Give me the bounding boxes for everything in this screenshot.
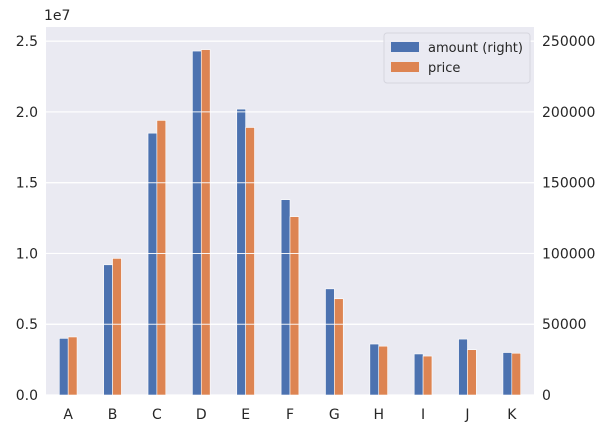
bar-price-E — [245, 127, 255, 396]
legend-box — [383, 32, 531, 84]
bar-price-I — [422, 355, 433, 396]
right-tick-label: 150000 — [542, 176, 595, 192]
x-tick-label: A — [63, 407, 73, 423]
bar-amount-B — [103, 264, 113, 396]
bar-price-J — [467, 349, 477, 396]
right-tick-label: 100000 — [542, 246, 595, 262]
bar-price-K — [511, 352, 521, 396]
left-axis-offset-label: 1e7 — [44, 8, 70, 24]
bar-amount-I — [413, 353, 424, 396]
right-tick-label: 50000 — [542, 317, 587, 333]
bar-price-G — [334, 298, 344, 396]
x-axis: A B C D E F G H I J K — [63, 407, 517, 423]
left-tick-label: 2.0 — [16, 105, 38, 121]
right-tick-label: 0 — [542, 388, 551, 404]
left-axis: 0.0 0.5 1.0 1.5 2.0 2.5 — [16, 34, 38, 404]
legend-label: price — [428, 61, 460, 76]
left-tick-label: 1.0 — [16, 246, 38, 262]
left-tick-label: 1.5 — [16, 176, 38, 192]
left-tick-label: 2.5 — [16, 34, 38, 50]
legend-swatch — [391, 42, 419, 52]
bar-amount-F — [280, 199, 291, 396]
bar-amount-A — [59, 338, 69, 396]
bar-price-F — [289, 216, 300, 396]
bar-amount-J — [458, 338, 468, 396]
bar-price-B — [112, 258, 122, 396]
legend-label: amount (right) — [428, 41, 523, 56]
x-tick-label: C — [152, 407, 162, 423]
x-tick-label: D — [196, 407, 207, 423]
bar-amount-K — [502, 352, 513, 396]
bar-amount-C — [147, 132, 158, 396]
bar-price-C — [156, 120, 167, 396]
x-tick-label: F — [286, 407, 294, 423]
x-tick-label: E — [241, 407, 250, 423]
x-tick-label: K — [507, 407, 517, 423]
x-tick-label: H — [373, 407, 384, 423]
x-tick-label: B — [108, 407, 118, 423]
x-tick-label: J — [464, 407, 469, 423]
right-tick-label: 200000 — [542, 105, 595, 121]
x-tick-label: I — [421, 407, 425, 423]
bar-price-H — [378, 345, 388, 396]
bar-amount-H — [369, 343, 380, 396]
bar-amount-D — [192, 50, 202, 396]
right-tick-label: 250000 — [542, 34, 595, 50]
left-tick-label: 0.0 — [16, 388, 38, 404]
bar-price-A — [67, 336, 78, 396]
bar-amount-E — [236, 108, 246, 396]
legend: amount (right) price — [383, 32, 531, 84]
right-axis: 0 50000 100000 150000 200000 250000 — [542, 34, 595, 404]
legend-swatch — [391, 62, 419, 72]
bar-price-D — [200, 49, 211, 396]
x-tick-label: G — [329, 407, 340, 423]
left-tick-label: 0.5 — [16, 317, 38, 333]
bar-amount-G — [325, 288, 335, 396]
